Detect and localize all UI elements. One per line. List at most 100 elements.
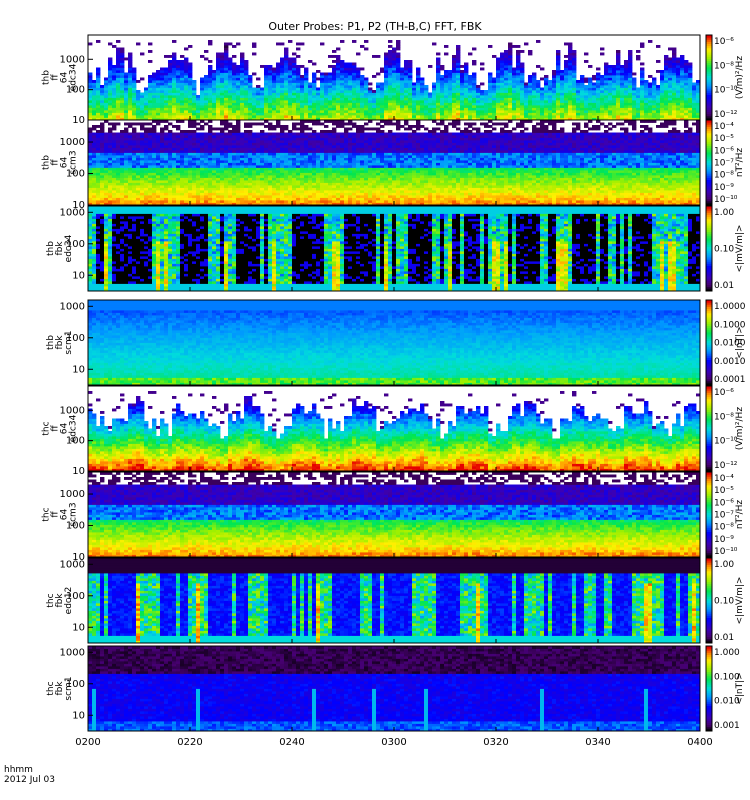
spectrogram-cell	[484, 95, 488, 98]
spectrogram-cell	[524, 83, 528, 86]
spectrogram-cell	[488, 78, 492, 81]
spectrogram-cell	[368, 103, 372, 106]
spectrogram-cell	[276, 110, 280, 113]
spectrogram-cell	[504, 73, 508, 76]
spectrogram-cell	[188, 100, 192, 103]
spectrogram-cell	[480, 105, 484, 108]
spectrogram-cell	[164, 115, 168, 118]
spectrogram-cell	[320, 103, 324, 106]
spectrogram-cell	[348, 115, 352, 118]
spectrogram-cell	[252, 90, 256, 93]
spectrogram-cell	[208, 90, 212, 93]
spectrogram-cell	[540, 110, 544, 113]
spectrogram-cell	[344, 63, 348, 66]
spectrogram-cell	[272, 90, 276, 93]
spectrogram-cell	[336, 70, 340, 73]
spectrogram-cell	[108, 70, 112, 73]
spectrogram-cell	[320, 93, 324, 96]
spectrogram-cell	[300, 80, 304, 83]
spectrogram-cell	[440, 95, 444, 98]
spectrogram-cell	[388, 80, 392, 83]
spectrogram-cell	[228, 113, 232, 116]
spectrogram-cell	[264, 105, 268, 108]
spectrogram-cell	[420, 95, 424, 98]
spectrogram-cell	[412, 98, 416, 101]
spectrogram-cell	[288, 90, 292, 93]
spectrogram-cell	[128, 70, 132, 73]
spectrogram-cell	[228, 68, 232, 71]
spectrogram-cell	[176, 65, 180, 68]
spectrogram-cell	[216, 110, 220, 113]
spectrogram-cell	[176, 83, 180, 86]
spectrogram-cell	[204, 115, 208, 118]
spectrogram-cell	[452, 103, 456, 106]
spectrogram-cell	[220, 55, 224, 58]
spectrogram-cell	[156, 95, 160, 98]
spectrogram-cell	[256, 90, 260, 93]
spectrogram-cell	[244, 88, 248, 91]
spectrogram-cell	[376, 93, 380, 96]
spectrogram-cell	[352, 90, 356, 93]
spectrogram-cell	[204, 108, 208, 111]
spectrogram-cell	[104, 108, 108, 111]
spectrogram-cell	[476, 113, 480, 116]
spectrogram-cell	[400, 85, 404, 88]
spectrogram-cell	[440, 105, 444, 108]
spectrogram-cell	[484, 110, 488, 113]
spectrogram-cell	[124, 78, 128, 81]
spectrogram-cell	[460, 85, 464, 88]
spectrogram-cell	[228, 58, 232, 61]
spectrogram-cell	[372, 103, 376, 106]
spectrogram-cell	[220, 78, 224, 81]
spectrogram-cell	[384, 113, 388, 116]
spectrogram-cell	[396, 110, 400, 113]
spectrogram-cell	[184, 93, 188, 96]
spectrogram-cell	[112, 83, 116, 86]
spectrogram-cell	[236, 73, 240, 76]
spectrogram-cell	[184, 73, 188, 76]
spectrogram-cell	[500, 103, 504, 106]
spectrogram-cell	[264, 85, 268, 88]
spectrogram-cell	[332, 70, 336, 73]
spectrogram-cell	[528, 88, 532, 91]
spectrogram-cell	[112, 103, 116, 106]
spectrogram-cell	[112, 115, 116, 118]
spectrogram-cell	[396, 73, 400, 76]
spectrogram-cell	[112, 68, 116, 71]
spectrogram-cell	[524, 108, 528, 111]
spectrogram-cell	[120, 83, 124, 86]
spectrogram-cell	[200, 55, 204, 58]
spectrogram-cell	[168, 75, 172, 78]
spectrogram-cell	[452, 100, 456, 103]
spectrogram-cell	[532, 83, 536, 86]
spectrogram-cell	[268, 93, 272, 96]
spectrogram-cell	[388, 95, 392, 98]
spectrogram-cell	[176, 88, 180, 91]
spectrogram-cell	[500, 95, 504, 98]
spectrogram-cell	[168, 88, 172, 91]
spectrogram-cell	[188, 85, 192, 88]
spectrogram-cell	[204, 80, 208, 83]
spectrogram-cell	[412, 85, 416, 88]
spectrogram-cell	[112, 65, 116, 68]
spectrogram-cell	[228, 105, 232, 108]
spectrogram-cell	[100, 100, 104, 103]
spectrogram-cell	[296, 85, 300, 88]
spectrogram-cell	[188, 108, 192, 111]
spectrogram-cell	[236, 68, 240, 71]
spectrogram-cell	[236, 108, 240, 111]
spectrogram-cell	[380, 68, 384, 71]
spectrogram-cell	[204, 113, 208, 116]
spectrogram-cell	[208, 65, 212, 68]
spectrogram-cell	[484, 113, 488, 116]
spectrogram-cell	[204, 83, 208, 86]
spectrogram-cell	[116, 78, 120, 81]
spectrogram-cell	[184, 103, 188, 106]
spectrogram-cell	[360, 108, 364, 111]
spectrogram-cell	[332, 83, 336, 86]
spectrogram-cell	[208, 75, 212, 78]
spectrogram-cell	[356, 103, 360, 106]
spectrogram-cell	[492, 113, 496, 116]
spectrogram-cell	[344, 108, 348, 111]
spectrogram-cell	[420, 100, 424, 103]
